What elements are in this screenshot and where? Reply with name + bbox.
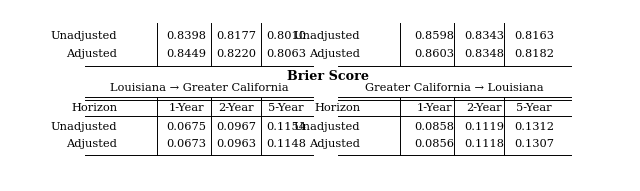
Text: Brier Score: Brier Score [287, 70, 369, 83]
Text: 0.0858: 0.0858 [415, 122, 454, 132]
Text: 0.0856: 0.0856 [415, 139, 454, 149]
Text: 0.1148: 0.1148 [266, 139, 306, 149]
Text: Unadjusted: Unadjusted [294, 122, 360, 132]
Text: Louisiana → Greater California: Louisiana → Greater California [109, 83, 289, 93]
Text: Unadjusted: Unadjusted [294, 31, 360, 41]
Text: 2-Year: 2-Year [467, 103, 502, 113]
Text: Adjusted: Adjusted [67, 49, 117, 59]
Text: 1-Year: 1-Year [417, 103, 452, 113]
Text: Adjusted: Adjusted [67, 139, 117, 149]
Text: 0.1307: 0.1307 [514, 139, 554, 149]
Text: 0.0963: 0.0963 [216, 139, 256, 149]
Text: 0.8343: 0.8343 [464, 31, 504, 41]
Text: 0.8449: 0.8449 [166, 49, 207, 59]
Text: 0.0967: 0.0967 [216, 122, 256, 132]
Text: 2-Year: 2-Year [218, 103, 254, 113]
Text: 5-Year: 5-Year [516, 103, 552, 113]
Text: Unadjusted: Unadjusted [51, 31, 117, 41]
Text: 0.8603: 0.8603 [415, 49, 454, 59]
Text: Unadjusted: Unadjusted [51, 122, 117, 132]
Text: 0.8220: 0.8220 [216, 49, 256, 59]
Text: 0.0675: 0.0675 [166, 122, 207, 132]
Text: 0.8163: 0.8163 [514, 31, 554, 41]
Text: 0.1119: 0.1119 [464, 122, 504, 132]
Text: 0.8177: 0.8177 [216, 31, 256, 41]
Text: 0.8398: 0.8398 [166, 31, 207, 41]
Text: Adjusted: Adjusted [309, 139, 360, 149]
Text: 0.1312: 0.1312 [514, 122, 554, 132]
Text: 0.0673: 0.0673 [166, 139, 207, 149]
Text: 5-Year: 5-Year [268, 103, 303, 113]
Text: 0.1154: 0.1154 [266, 122, 306, 132]
Text: 0.8598: 0.8598 [415, 31, 454, 41]
Text: 1-Year: 1-Year [169, 103, 204, 113]
Text: 0.8063: 0.8063 [266, 49, 306, 59]
Text: 0.8182: 0.8182 [514, 49, 554, 59]
Text: 0.8348: 0.8348 [464, 49, 504, 59]
Text: Horizon: Horizon [314, 103, 360, 113]
Text: Adjusted: Adjusted [309, 49, 360, 59]
Text: Horizon: Horizon [71, 103, 117, 113]
Text: 0.1118: 0.1118 [464, 139, 504, 149]
Text: 0.8010: 0.8010 [266, 31, 306, 41]
Text: Greater California → Louisiana: Greater California → Louisiana [365, 83, 544, 93]
